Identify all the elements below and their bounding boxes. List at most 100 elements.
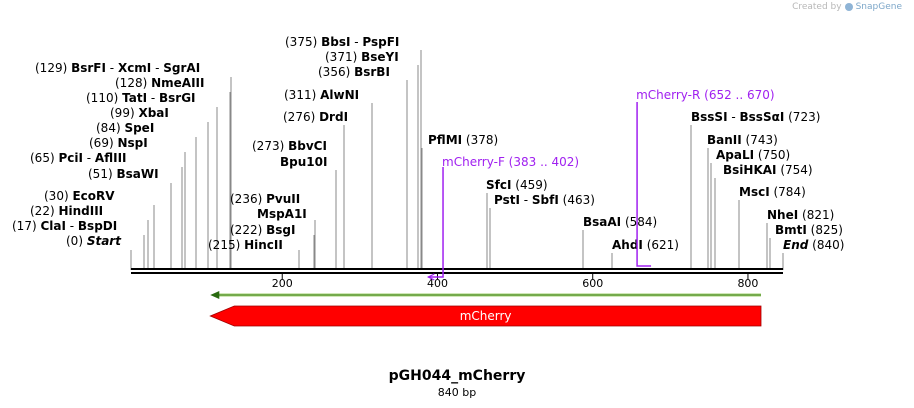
site-position: (821) <box>798 208 834 222</box>
site-label-bsrbi[interactable]: (356) BsrBI <box>318 65 390 79</box>
features: mCherry <box>209 291 762 327</box>
primers: mCherry-F (383 .. 402) mCherry-R (652 .. … <box>426 88 775 281</box>
site-name: BssSI <box>691 110 728 124</box>
site-label-nhei[interactable]: NheI (821) <box>767 208 834 222</box>
site-position: (723) <box>784 110 820 124</box>
site-position: (236) <box>230 192 266 206</box>
site-labels: (0) Start(17) ClaI - BspDI(22) HindIII(3… <box>12 35 844 252</box>
site-position: (378) <box>462 133 498 147</box>
site-position: (371) <box>325 50 361 64</box>
site-name: XbaI <box>138 106 168 120</box>
site-label-pflmi[interactable]: PflMI (378) <box>428 133 498 147</box>
site-name: BsrFI <box>71 61 106 75</box>
site-position: (840) <box>808 238 844 252</box>
site-name: AflIII <box>95 151 127 165</box>
site-name: BbvCI <box>288 139 327 153</box>
site-separator: - <box>147 91 159 105</box>
site-label-pvuii-mspa1i-second[interactable]: MspA1I <box>257 207 307 221</box>
site-label-pvuii-mspa1i[interactable]: (236) PvuII <box>230 192 300 206</box>
primer-arrow-mcherry-f[interactable] <box>428 167 444 278</box>
site-name: BsrBI <box>354 65 390 79</box>
site-label-bmti[interactable]: BmtI (825) <box>775 223 843 237</box>
site-label-xbai[interactable]: (99) XbaI <box>110 106 169 120</box>
site-label-nspi[interactable]: (69) NspI <box>89 136 148 150</box>
site-name: Bpu10I <box>280 155 327 169</box>
tick-label-400: 400 <box>427 277 448 290</box>
site-position: (215) <box>208 238 244 252</box>
backbone <box>131 268 783 274</box>
site-label-bsawi[interactable]: (51) BsaWI <box>88 167 159 181</box>
site-name: SfcI <box>486 178 511 192</box>
site-label-drdi[interactable]: (276) DrdI <box>283 110 348 124</box>
map-title: pGH044_mCherry <box>388 368 526 384</box>
primer-arrowhead-mcherry-f <box>426 273 435 281</box>
site-position: (784) <box>770 185 806 199</box>
site-label-psti-sbfi[interactable]: PstI - SbfI (463) <box>494 193 595 207</box>
site-name: SgrAI <box>163 61 200 75</box>
site-label-hindiii[interactable]: (22) HindIII <box>30 204 103 218</box>
site-separator: - <box>151 61 163 75</box>
site-position: (22) <box>30 204 58 218</box>
site-label-bbsi-pspfi[interactable]: (375) BbsI - PspFI <box>285 35 399 49</box>
feature-arrow-mcherry[interactable] <box>209 305 762 327</box>
site-name: End <box>783 238 809 252</box>
site-label-tati-bsrgi[interactable]: (110) TatI - BsrGI <box>86 91 196 105</box>
site-name: PstI <box>494 193 520 207</box>
map-length: 840 bp <box>437 386 477 399</box>
tick-label-800: 800 <box>737 277 758 290</box>
site-label-bsaai[interactable]: BsaAI (584) <box>583 215 657 229</box>
site-name: DrdI <box>319 110 348 124</box>
site-label-sfci[interactable]: SfcI (459) <box>486 178 548 192</box>
site-label-bbvci-bpu10i-second[interactable]: Bpu10I <box>280 155 327 169</box>
site-name: HincII <box>244 238 283 252</box>
site-label-bsssi-bsss-i[interactable]: BssSI - BssSαI (723) <box>691 110 820 124</box>
primer-name: mCherry-F <box>442 155 505 169</box>
site-label-bsihkai[interactable]: BsiHKAI (754) <box>723 163 813 177</box>
site-label-banii[interactable]: BanII (743) <box>707 133 778 147</box>
site-label-alwni[interactable]: (311) AlwNI <box>284 88 359 102</box>
site-label-pcii-afliii[interactable]: (65) PciI - AflIII <box>30 151 127 165</box>
site-name: BspDI <box>78 219 117 233</box>
site-label-hincii[interactable]: (215) HincII <box>208 238 283 252</box>
site-label-msci[interactable]: MscI (784) <box>739 185 806 199</box>
site-name: BsrGI <box>159 91 196 105</box>
site-name: BsgI <box>266 223 295 237</box>
site-name: BanII <box>707 133 742 147</box>
site-name: MscI <box>739 185 770 199</box>
site-position: (222) <box>230 223 266 237</box>
primer-arrow-mcherry-r[interactable] <box>636 102 652 267</box>
site-name: BseYI <box>361 50 399 64</box>
tick-label-200: 200 <box>272 277 293 290</box>
site-position: (356) <box>318 65 354 79</box>
site-label-spei[interactable]: (84) SpeI <box>96 121 154 135</box>
site-position: (375) <box>285 35 321 49</box>
site-label-bseyi[interactable]: (371) BseYI <box>325 50 399 64</box>
site-label-bsrfi-xcmi-sgrai[interactable]: (129) BsrFI - XcmI - SgrAI <box>35 61 200 75</box>
backbone-bottom-strand <box>131 272 783 274</box>
primer-range: (652 .. 670) <box>700 88 774 102</box>
tick-label-600: 600 <box>582 277 603 290</box>
site-label-nmeaiii[interactable]: (128) NmeAIII <box>115 76 204 90</box>
site-separator: - <box>728 110 740 124</box>
site-name: BbsI <box>321 35 350 49</box>
site-position: (743) <box>742 133 778 147</box>
site-label-bbvci-bpu10i[interactable]: (273) BbvCI <box>252 139 327 153</box>
site-name: NmeAIII <box>151 76 204 90</box>
site-label-clai-bspdi[interactable]: (17) ClaI - BspDI <box>12 219 117 233</box>
primer-name: mCherry-R <box>636 88 700 102</box>
site-position: (51) <box>88 167 116 181</box>
site-name: PvuII <box>266 192 300 206</box>
credit: Created by SnapGene <box>792 2 902 12</box>
site-label-ecorv[interactable]: (30) EcoRV <box>44 189 115 203</box>
site-label-end[interactable]: End (840) <box>783 238 844 252</box>
site-label-bsgi[interactable]: (222) BsgI <box>230 223 295 237</box>
site-label-ahdi[interactable]: AhdI (621) <box>612 238 679 252</box>
site-label-apali[interactable]: ApaLI (750) <box>716 148 790 162</box>
site-label-start[interactable]: (0) Start <box>66 234 122 248</box>
primer-label-mcherry-r[interactable]: mCherry-R (652 .. 670) <box>636 88 775 102</box>
site-name: XcmI <box>118 61 151 75</box>
primer-label-mcherry-f[interactable]: mCherry-F (383 .. 402) <box>442 155 579 169</box>
backbone-top-strand <box>131 268 783 270</box>
site-position: (459) <box>511 178 547 192</box>
site-name: BsiHKAI <box>723 163 777 177</box>
